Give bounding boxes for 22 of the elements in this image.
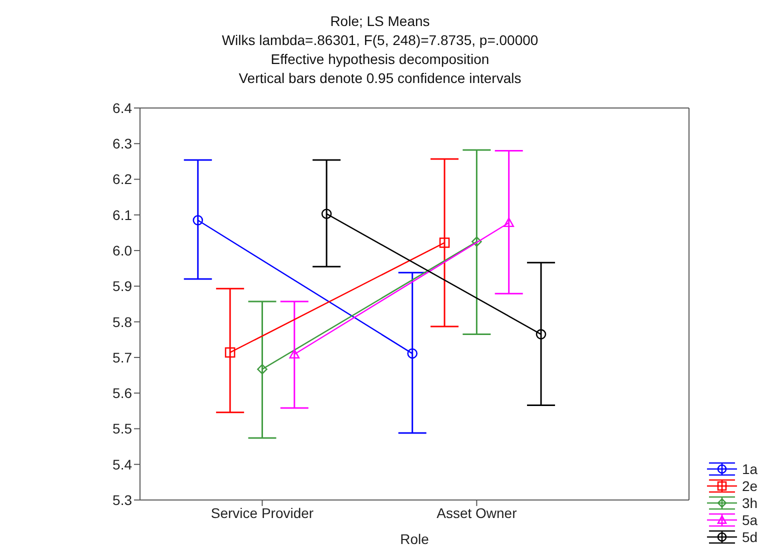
y-tick-label: 6.2 [112, 171, 132, 188]
y-tick-label: 6.0 [112, 242, 132, 259]
y-tick-label: 6.1 [112, 206, 132, 223]
chart-subtitle: Wilks lambda=.86301, F(5, 248)=7.8735, p=.00000 Effective hypothesis decomposition Vertical bars denote 0.95 confidence intervals [220, 31, 540, 88]
legend-label: 3h [742, 494, 758, 510]
legend-label: 5a [742, 512, 758, 528]
legend-label: 5d [742, 528, 758, 544]
legend-label: 2e [742, 478, 758, 494]
x-tick-label: Asset Owner [436, 504, 518, 521]
y-tick-label: 5.9 [112, 278, 132, 294]
y-tick-label: 5.6 [112, 385, 132, 402]
x-axis-title: Role [400, 531, 430, 547]
chart-title: Role; LS Means [329, 12, 431, 31]
y-tick-label: 5.3 [112, 492, 132, 508]
y-tick-label: 5.5 [112, 420, 132, 437]
y-tick-label: 6.4 [112, 100, 132, 116]
y-tick-label: 6.3 [112, 136, 132, 152]
legend-label: 1a [742, 460, 758, 476]
y-tick-label: 5.8 [112, 314, 132, 330]
y-tick-label: 5.7 [112, 349, 132, 366]
x-tick-label: Service Provider [210, 504, 314, 521]
y-tick-label: 5.4 [112, 456, 132, 472]
